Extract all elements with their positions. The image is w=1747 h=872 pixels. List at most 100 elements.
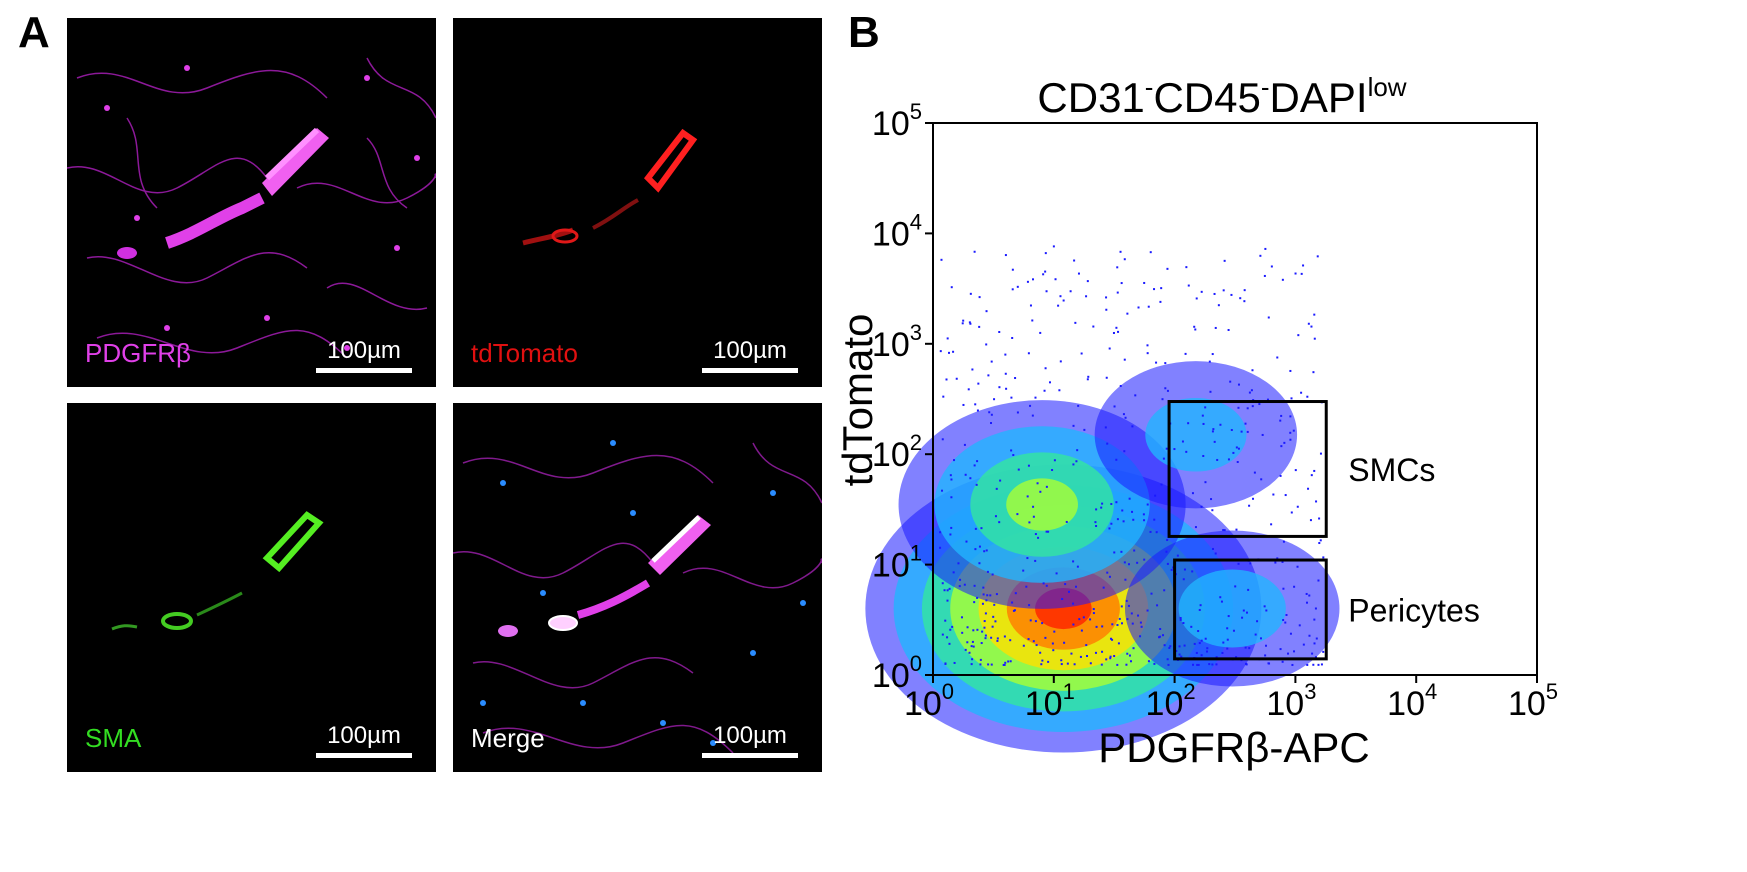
event-dot bbox=[1245, 663, 1248, 666]
event-dot bbox=[1105, 658, 1108, 661]
event-dot bbox=[1047, 530, 1050, 533]
event-dot bbox=[1170, 568, 1173, 571]
event-dot bbox=[1281, 278, 1284, 281]
event-dot bbox=[1106, 571, 1109, 574]
event-dot bbox=[1156, 604, 1159, 607]
event-dot bbox=[1259, 637, 1262, 640]
event-dot bbox=[1198, 608, 1201, 611]
event-dot bbox=[1126, 652, 1129, 655]
event-dot bbox=[973, 601, 976, 604]
event-dot bbox=[1027, 638, 1030, 641]
event-dot bbox=[1291, 663, 1294, 666]
event-dot bbox=[1137, 614, 1140, 617]
event-dot bbox=[1155, 361, 1158, 364]
event-dot bbox=[1159, 635, 1162, 638]
event-dot bbox=[976, 409, 979, 412]
event-dot bbox=[983, 620, 986, 623]
event-dot bbox=[970, 645, 973, 648]
event-dot bbox=[1044, 636, 1047, 639]
event-dot bbox=[1205, 650, 1208, 653]
channel-label-tdtomato: tdTomato bbox=[471, 338, 578, 368]
event-dot bbox=[1063, 641, 1066, 644]
event-dot bbox=[1237, 447, 1240, 450]
event-dot bbox=[1168, 646, 1171, 649]
event-dot bbox=[1169, 645, 1172, 648]
event-dot bbox=[1124, 578, 1127, 581]
event-dot bbox=[1165, 550, 1168, 553]
channel-label-sma: SMA bbox=[85, 723, 142, 753]
event-dot bbox=[1073, 663, 1076, 666]
event-dot bbox=[1183, 568, 1186, 571]
event-dot bbox=[1127, 604, 1130, 607]
event-dot bbox=[1011, 601, 1014, 604]
event-dot bbox=[1265, 644, 1268, 647]
event-dot bbox=[1133, 549, 1136, 552]
event-dot bbox=[1043, 389, 1046, 392]
event-dot bbox=[1319, 452, 1322, 455]
event-dot bbox=[948, 351, 951, 354]
event-dot bbox=[1195, 651, 1198, 654]
event-dot bbox=[983, 626, 986, 629]
event-dot bbox=[990, 663, 993, 666]
event-dot bbox=[1242, 609, 1245, 612]
event-dot bbox=[1211, 430, 1214, 433]
event-dot bbox=[1198, 642, 1201, 645]
event-dot bbox=[1313, 618, 1316, 621]
event-dot bbox=[964, 473, 967, 476]
x-tick-label: 104 bbox=[1387, 679, 1437, 723]
event-dot bbox=[950, 478, 953, 481]
event-dot bbox=[1308, 594, 1311, 597]
event-dot bbox=[1074, 321, 1077, 324]
event-dot bbox=[1315, 637, 1318, 640]
event-dot bbox=[1100, 506, 1103, 509]
event-dot bbox=[982, 593, 985, 596]
event-dot bbox=[1022, 644, 1025, 647]
event-dot bbox=[978, 545, 981, 548]
panel-a-letter: A bbox=[18, 8, 50, 57]
event-dot bbox=[1016, 513, 1019, 516]
y-tick-label: 105 bbox=[872, 99, 922, 143]
event-dot bbox=[1202, 454, 1205, 457]
event-dot bbox=[1248, 391, 1251, 394]
event-dot bbox=[1197, 630, 1200, 633]
event-dot bbox=[1055, 572, 1058, 575]
event-dot bbox=[962, 403, 965, 406]
micrograph-merge: Merge 100µm bbox=[453, 403, 822, 772]
event-dot bbox=[1042, 582, 1045, 585]
pdgfrb-stain-image bbox=[67, 57, 436, 359]
event-dot bbox=[1115, 501, 1118, 504]
event-dot bbox=[1222, 289, 1225, 292]
event-dot bbox=[1134, 394, 1137, 397]
event-dot bbox=[1161, 398, 1164, 401]
event-dot bbox=[1120, 605, 1123, 608]
event-dot bbox=[941, 489, 944, 492]
event-dot bbox=[1322, 650, 1325, 653]
sma-stain-image bbox=[111, 511, 324, 631]
event-dot bbox=[1060, 659, 1063, 662]
event-dot bbox=[1281, 660, 1284, 663]
event-dot bbox=[1311, 652, 1314, 655]
event-dot bbox=[1315, 500, 1318, 503]
event-dot bbox=[1039, 490, 1042, 493]
event-dot bbox=[1124, 416, 1127, 419]
event-dot bbox=[1095, 525, 1098, 528]
event-dot bbox=[1227, 458, 1230, 461]
density-cloud bbox=[865, 245, 1340, 753]
event-dot bbox=[1249, 562, 1252, 565]
event-dot bbox=[1153, 288, 1156, 291]
event-dot bbox=[1120, 282, 1123, 285]
event-dot bbox=[990, 422, 993, 425]
event-dot bbox=[1076, 565, 1079, 568]
event-dot bbox=[1248, 504, 1251, 507]
event-dot bbox=[1250, 389, 1253, 392]
event-dot bbox=[945, 378, 948, 381]
event-dot bbox=[1165, 447, 1168, 450]
event-dot bbox=[1297, 334, 1300, 337]
event-dot bbox=[971, 640, 974, 643]
event-dot bbox=[1246, 430, 1249, 433]
event-dot bbox=[1077, 272, 1080, 275]
event-dot bbox=[1142, 513, 1145, 516]
event-dot bbox=[1123, 561, 1126, 564]
event-dot bbox=[993, 603, 996, 606]
event-dot bbox=[1302, 264, 1305, 267]
